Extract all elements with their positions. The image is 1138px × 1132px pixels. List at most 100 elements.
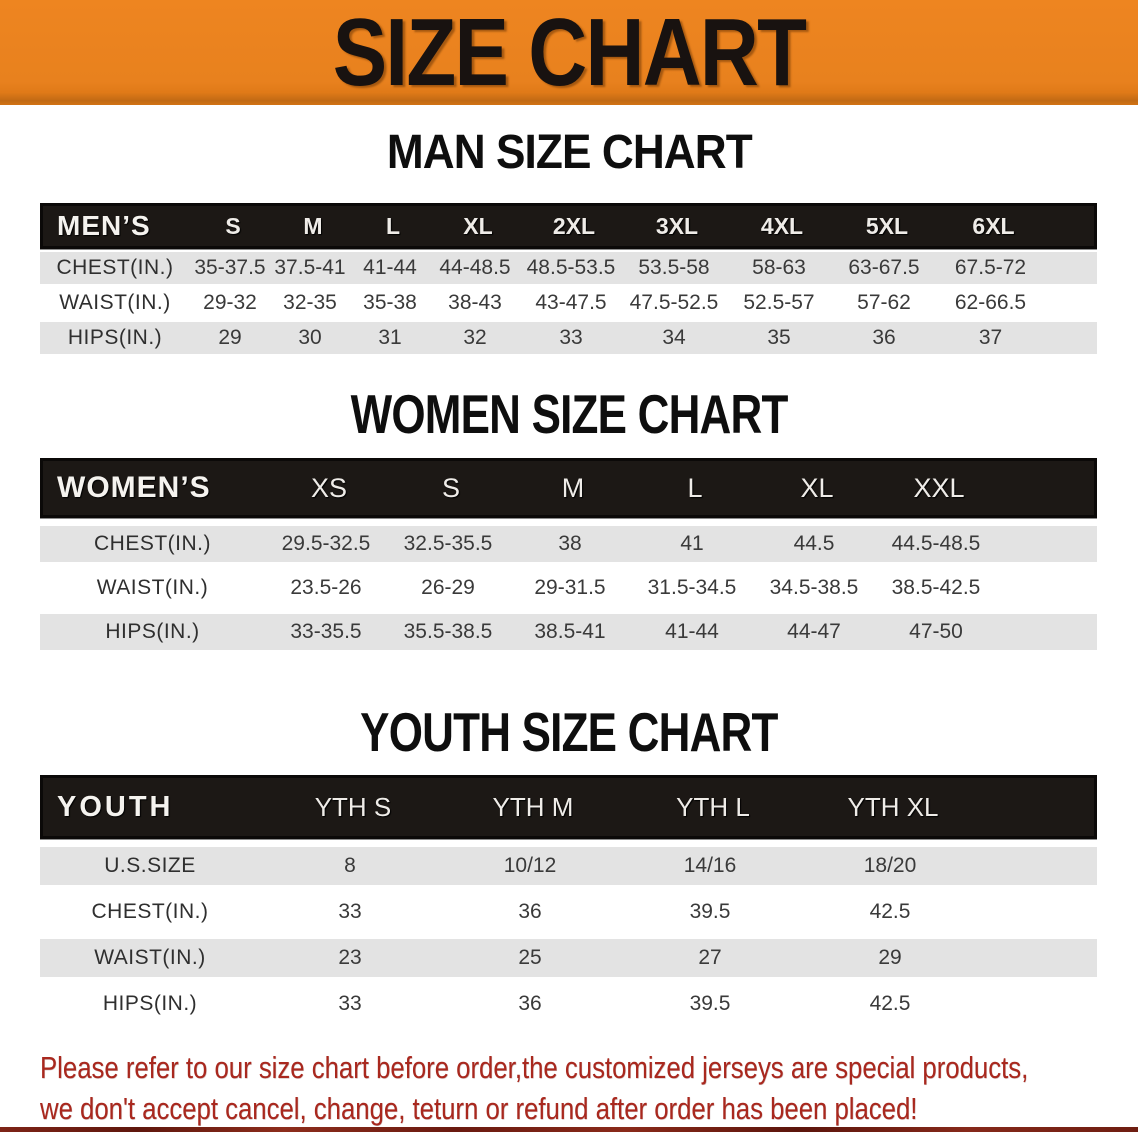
youth-table-row: CHEST(IN.) 33 36 39.5 42.5 (40, 893, 1097, 931)
value-cell: 38.5-42.5 (891, 576, 981, 599)
youth-column-header: YTH M (492, 791, 574, 822)
value-cell: 41 (680, 532, 704, 555)
value-cell: 57-62 (857, 291, 911, 314)
value-cell: 18/20 (863, 854, 917, 877)
value-cell: 29 (878, 946, 902, 969)
women-size-table: WOMEN’S XS S M L XL XXL CHEST(IN.) 29.5-32.5 32.5… (40, 458, 1097, 650)
value-cell: 63-67.5 (848, 256, 920, 279)
value-cell: 48.5-53.5 (526, 256, 616, 279)
value-cell: 44.5-48.5 (891, 532, 981, 555)
men-column-header: 5XL (865, 212, 909, 239)
value-cell: 41-44 (363, 256, 417, 279)
women-table-row: WAIST(IN.) 23.5-26 26-29 29-31.5 31.5-34.5 34… (40, 570, 1097, 606)
order-notice-line-2: we don't accept cancel, change, teturn o… (40, 1091, 918, 1126)
men-column-header: 2XL (552, 212, 596, 239)
women-column-header: M (561, 472, 585, 503)
men-column-header: M (303, 212, 323, 239)
value-cell: 42.5 (869, 992, 911, 1015)
value-cell: 44-47 (787, 620, 841, 643)
value-cell: 67.5-72 (954, 256, 1027, 279)
value-cell: 41-44 (665, 620, 719, 643)
value-cell: 26-29 (421, 576, 475, 599)
row-label: WAIST(IN.) (96, 576, 209, 599)
men-table-label: MEN’S (57, 210, 151, 241)
women-table-row: HIPS(IN.) 33-35.5 35.5-38.5 38.5-41 41-44 44-… (40, 614, 1097, 650)
value-cell: 33 (338, 992, 362, 1015)
men-column-header: L (385, 212, 401, 239)
value-cell: 43-47.5 (535, 291, 607, 314)
youth-table-label: YOUTH (57, 790, 174, 823)
value-cell: 58-63 (752, 256, 806, 279)
value-cell: 53.5-58 (638, 256, 710, 279)
value-cell: 29 (218, 326, 242, 349)
value-cell: 34.5-38.5 (769, 576, 859, 599)
women-table-body: CHEST(IN.) 29.5-32.5 32.5-35.5 38 41 44.5 44.5… (40, 526, 1097, 650)
men-table-row: CHEST(IN.) 35-37.5 37.5-41 41-44 44-48.5 48.5… (40, 252, 1097, 284)
youth-column-header: YTH XL (847, 791, 939, 822)
value-cell: 25 (518, 946, 542, 969)
order-notice-line-1: Please refer to our size chart before or… (40, 1050, 1029, 1085)
value-cell: 35-38 (363, 291, 417, 314)
value-cell: 38.5-41 (534, 620, 606, 643)
men-column-header: 4XL (760, 212, 804, 239)
value-cell: 47-50 (909, 620, 963, 643)
women-table-header-row: WOMEN’S XS S M L XL XXL (40, 458, 1097, 518)
men-table-row: WAIST(IN.) 29-32 32-35 35-38 38-43 43-47.5 47.… (40, 287, 1097, 319)
women-column-header: XS (310, 472, 348, 503)
youth-column-header: YTH S (314, 791, 392, 822)
men-table-body: CHEST(IN.) 35-37.5 37.5-41 41-44 44-48.5 48.5… (40, 252, 1097, 354)
size-chart-banner: SIZE CHART (0, 0, 1138, 105)
value-cell: 14/16 (683, 854, 737, 877)
value-cell: 33 (338, 900, 362, 923)
women-table-label: WOMEN’S (57, 471, 211, 504)
youth-table-row: U.S.SIZE 8 10/12 14/16 18/20 (40, 847, 1097, 885)
value-cell: 30 (298, 326, 322, 349)
value-cell: 52.5-57 (743, 291, 815, 314)
value-cell: 23.5-26 (290, 576, 362, 599)
value-cell: 37 (978, 326, 1003, 349)
value-cell: 27 (698, 946, 722, 969)
value-cell: 29-32 (203, 291, 257, 314)
value-cell: 32-35 (283, 291, 337, 314)
youth-section-heading-text: YOUTH SIZE CHART (360, 701, 778, 763)
value-cell: 10/12 (503, 854, 557, 877)
women-table-row: CHEST(IN.) 29.5-32.5 32.5-35.5 38 41 44.5 44.5… (40, 526, 1097, 562)
men-column-header: 3XL (655, 212, 699, 239)
value-cell: 38 (558, 532, 582, 555)
value-cell: 39.5 (689, 900, 731, 923)
women-section-heading-text: WOMEN SIZE CHART (350, 383, 789, 445)
youth-section-heading: YOUTH SIZE CHART (0, 701, 1138, 763)
men-table-row: HIPS(IN.) 29 30 31 32 33 34 35 36 37 (40, 322, 1097, 354)
value-cell: 32.5-35.5 (403, 532, 493, 555)
youth-table-row: WAIST(IN.) 23 25 27 29 (40, 939, 1097, 977)
men-column-header: S (225, 212, 241, 239)
row-label: CHEST(IN.) (56, 256, 174, 279)
value-cell: 32 (463, 326, 487, 349)
value-cell: 29-31.5 (534, 576, 606, 599)
value-cell: 37.5-41 (274, 256, 346, 279)
row-label: CHEST(IN.) (94, 532, 211, 555)
value-cell: 44-48.5 (439, 256, 511, 279)
value-cell: 31.5-34.5 (647, 576, 737, 599)
row-label: HIPS(IN.) (67, 326, 163, 349)
value-cell: 35.5-38.5 (403, 620, 493, 643)
youth-size-table: YOUTH YTH S YTH M YTH L YTH XL U.S.SIZE 8 10/12… (40, 775, 1097, 1023)
value-cell: 35-37.5 (194, 256, 266, 279)
banner-title: SIZE CHART (332, 0, 807, 106)
men-table-header-row: MEN’S S M L XL 2XL 3XL 4XL 5XL 6XL (40, 203, 1097, 249)
man-section-heading-text: MAN SIZE CHART (386, 126, 753, 179)
man-section-heading: MAN SIZE CHART (0, 127, 1138, 179)
value-cell: 42.5 (869, 900, 911, 923)
value-cell: 39.5 (689, 992, 731, 1015)
value-cell: 38-43 (448, 291, 502, 314)
row-label: HIPS(IN.) (105, 620, 200, 643)
men-column-header: 6XL (972, 212, 1015, 239)
women-column-header: S (441, 472, 460, 503)
value-cell: 47.5-52.5 (629, 291, 719, 314)
row-label: CHEST(IN.) (91, 900, 209, 923)
value-cell: 62-66.5 (954, 291, 1027, 314)
row-label: WAIST(IN.) (94, 946, 206, 969)
women-column-header: L (687, 472, 703, 503)
value-cell: 33-35.5 (290, 620, 362, 643)
value-cell: 33 (559, 326, 583, 349)
